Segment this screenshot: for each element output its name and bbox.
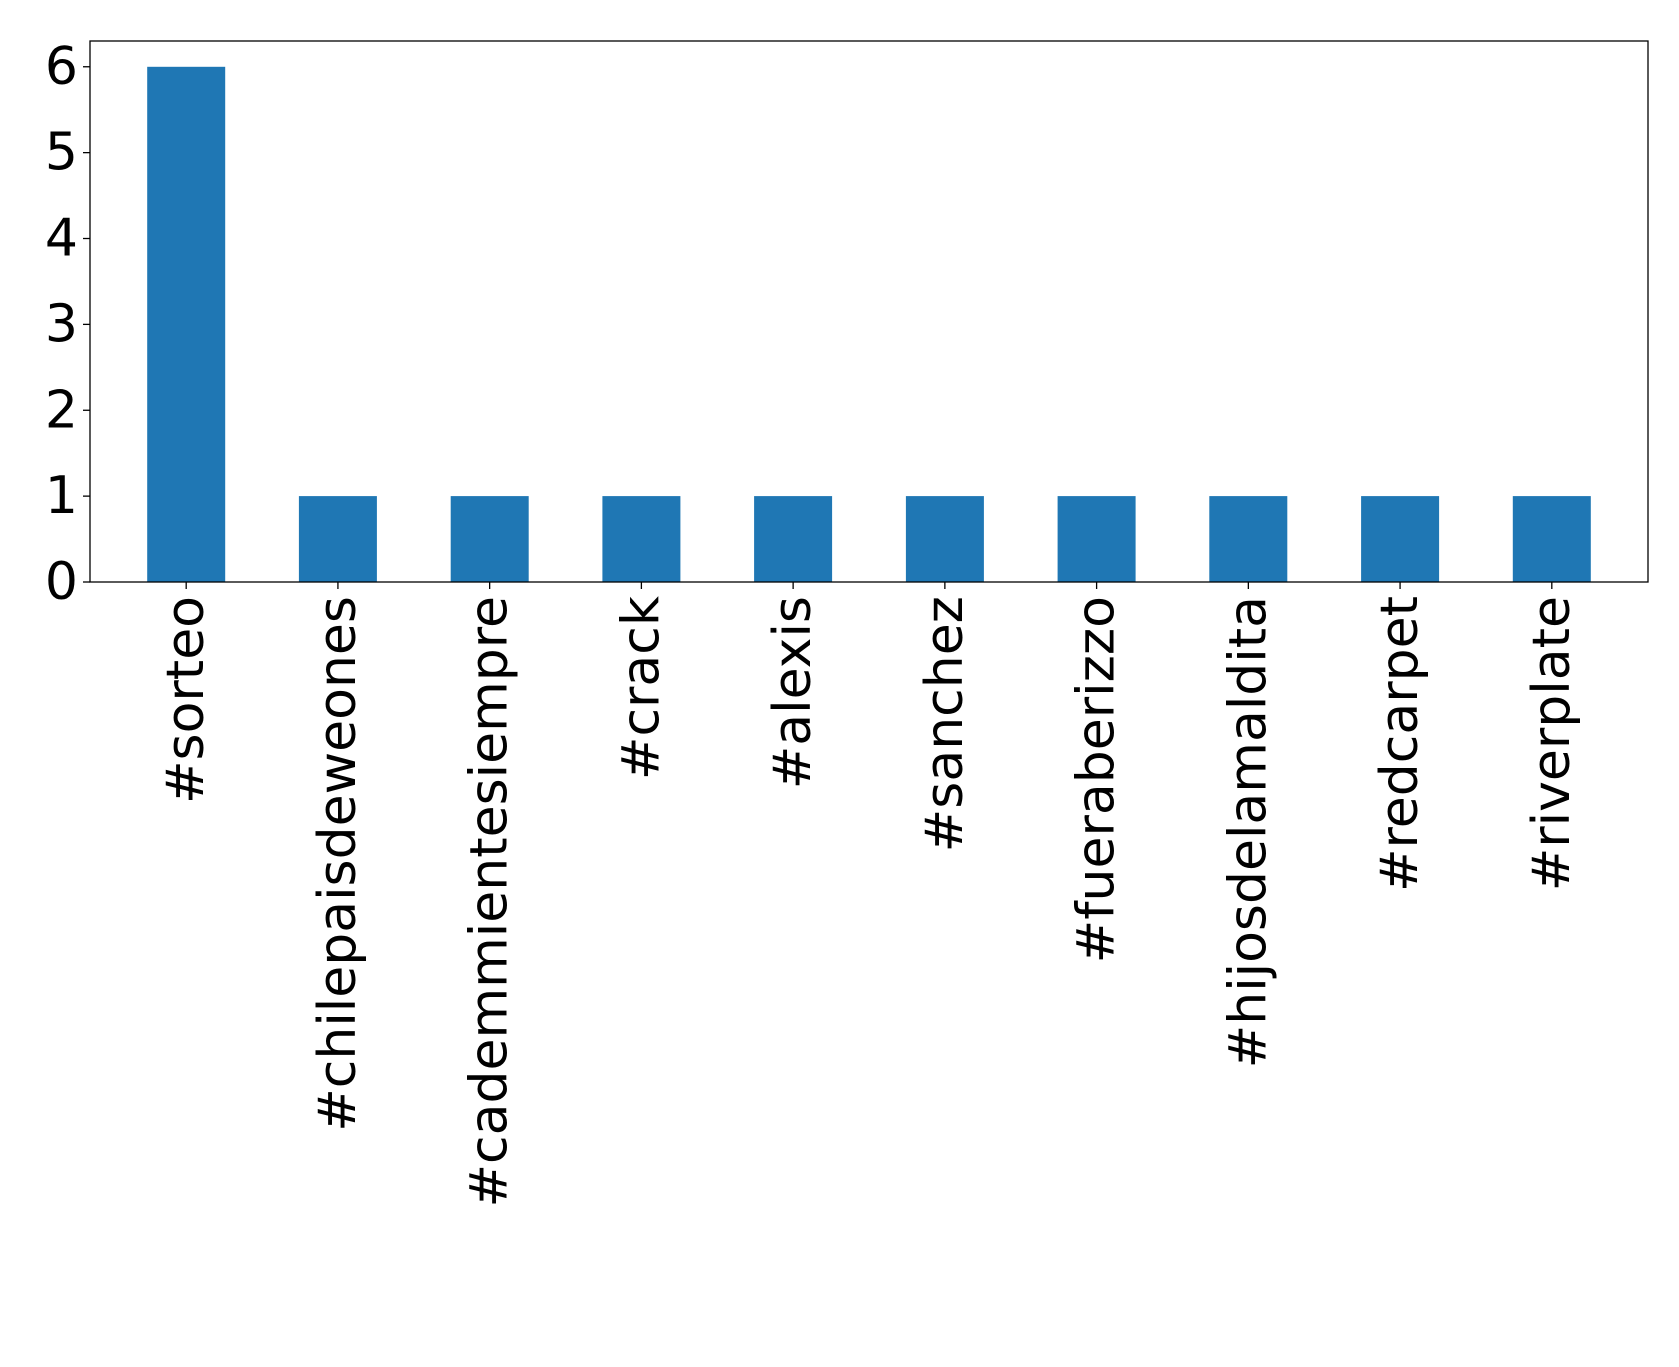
y-tick-label: 0 (45, 552, 78, 612)
y-tick-label: 2 (45, 380, 78, 440)
bar-riverplate (1512, 496, 1591, 582)
x-tick-label: #riverplate (1522, 596, 1582, 891)
x-tick-label: #cademmientesiempre (460, 596, 520, 1208)
bars-group (147, 66, 1591, 583)
x-tick-label: #fueraberizzo (1067, 596, 1127, 963)
bar-cademmientesiempre (450, 496, 529, 582)
bar-redcarpet (1361, 496, 1440, 582)
y-tick-label: 4 (45, 209, 78, 269)
x-tick-label: #alexis (763, 596, 823, 789)
y-axis: 0 1 2 3 4 5 6 (45, 37, 90, 612)
bar-fueraberizzo (1057, 496, 1136, 582)
plot-area-frame (89, 40, 1649, 583)
x-tick-label: #hijosdelamaldita (1218, 596, 1278, 1068)
x-tick-label: #redcarpet (1370, 596, 1430, 892)
bar-sanchez (905, 496, 984, 582)
bar-hijosdelamaldita (1209, 496, 1288, 582)
y-tick-label: 6 (45, 37, 78, 97)
x-tick-label: #chilepaisdeweones (308, 596, 368, 1132)
bar-alexis (754, 496, 833, 582)
x-axis: #sorteo #chilepaisdeweones #cademmientesie… (156, 582, 1582, 1208)
x-tick-label: #sanchez (915, 596, 975, 852)
y-tick-label: 1 (45, 466, 78, 526)
y-tick-label: 5 (45, 123, 78, 183)
bar-chilepaisdeweones (298, 496, 377, 582)
x-tick-label: #sorteo (156, 596, 216, 804)
x-tick-label: #crack (611, 596, 671, 780)
bar-sorteo (147, 66, 226, 583)
y-tick-label: 3 (45, 294, 78, 354)
bar-crack (602, 496, 681, 582)
